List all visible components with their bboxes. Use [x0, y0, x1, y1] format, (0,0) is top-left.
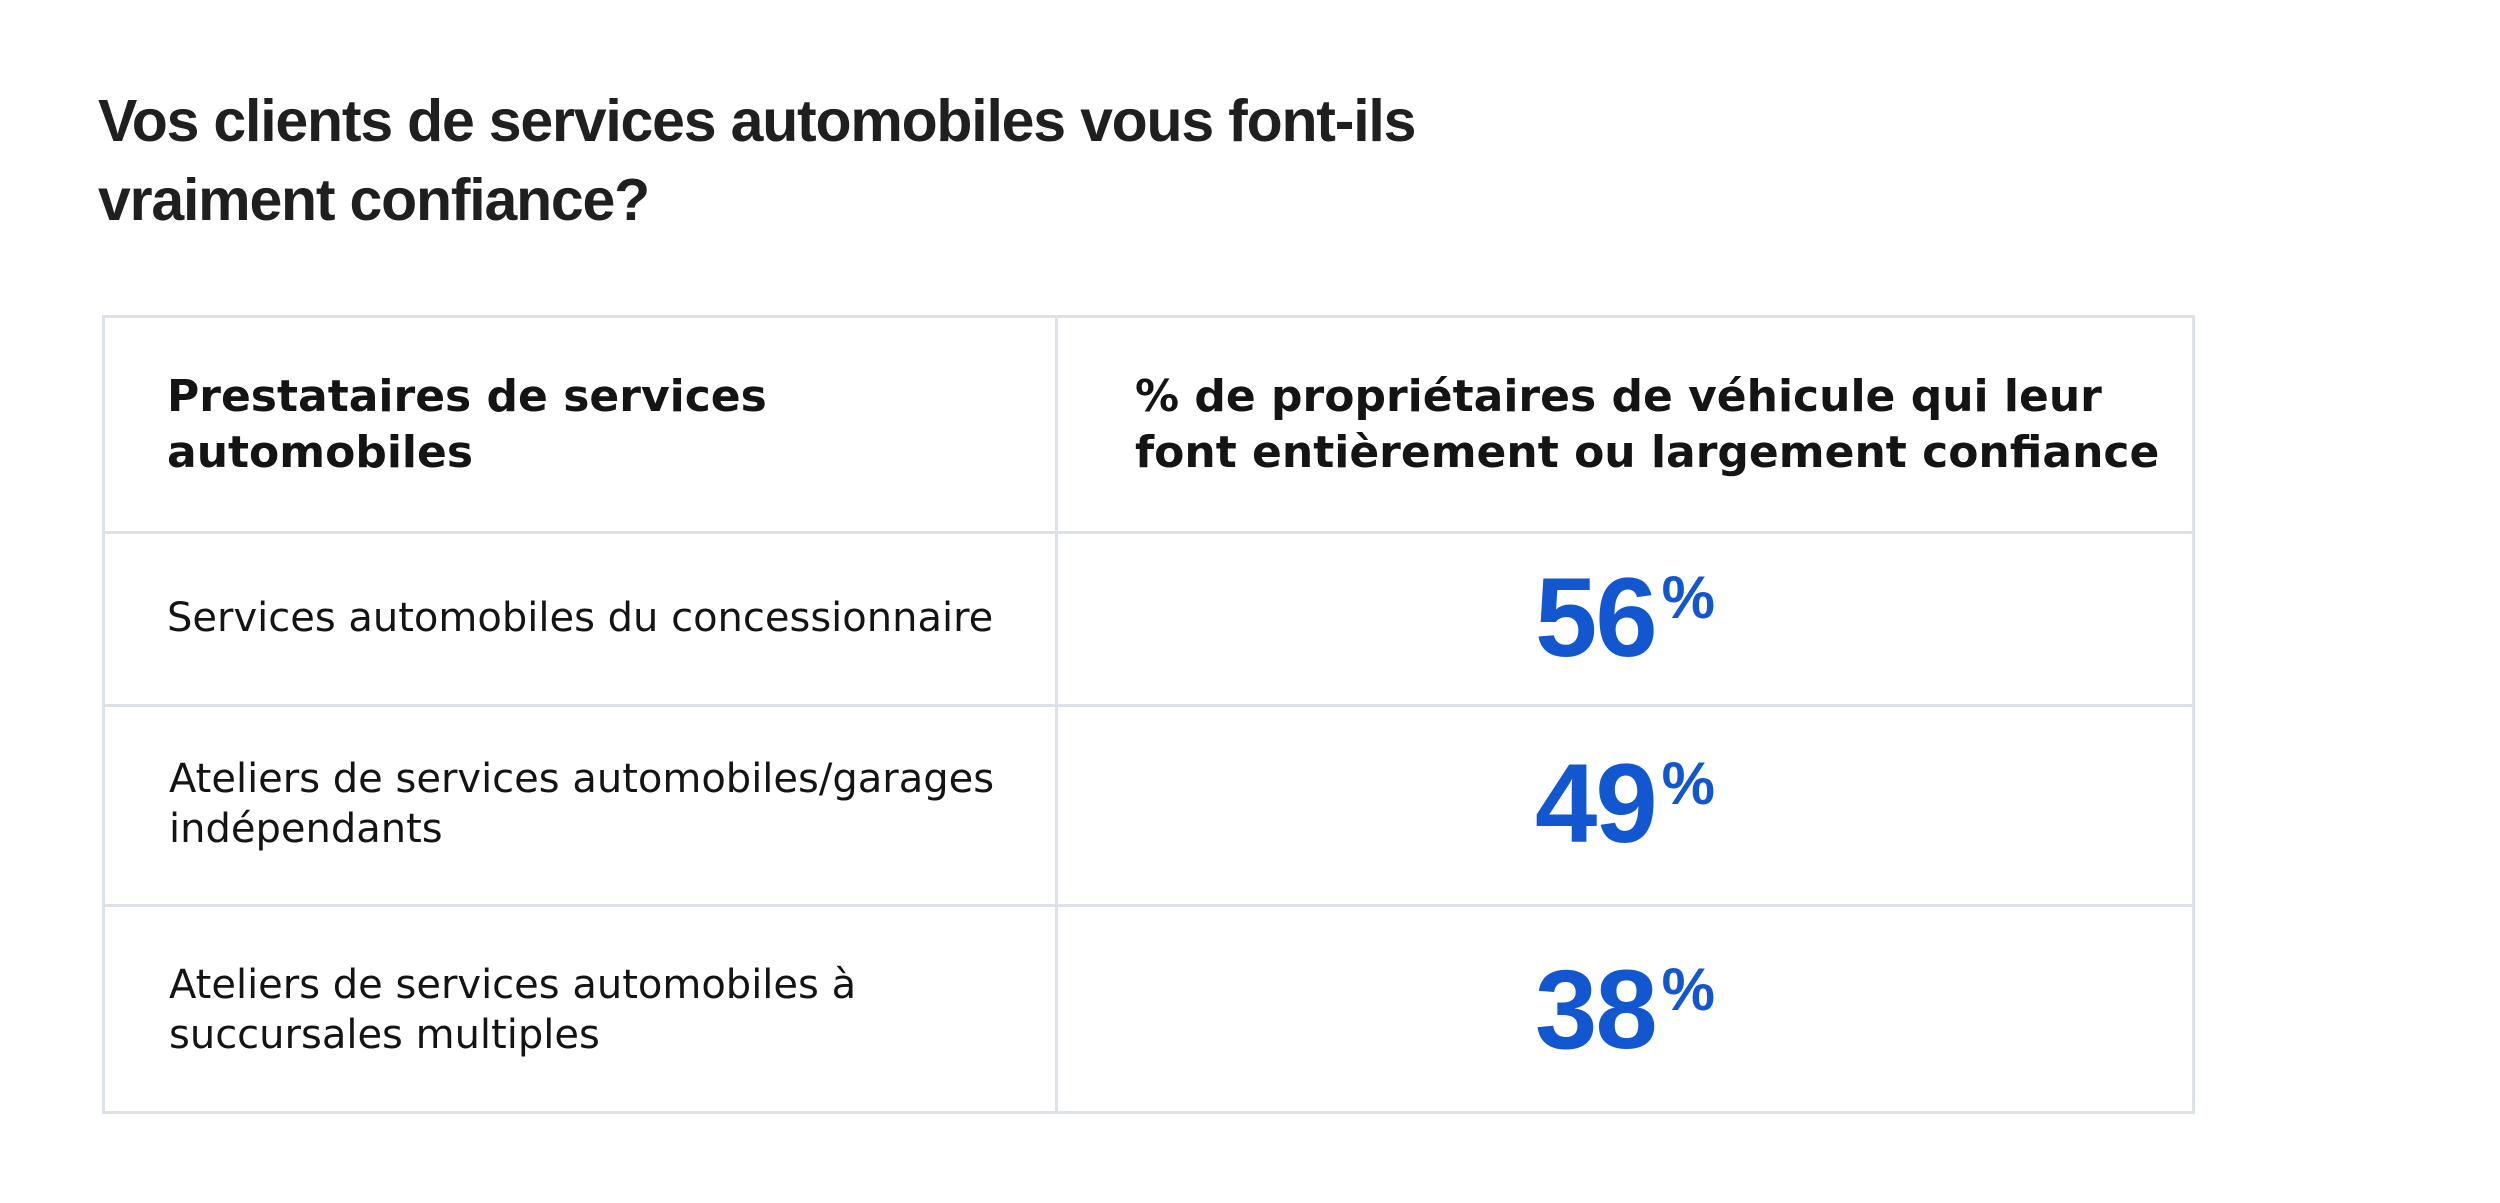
row-label-chain-line-2: succursales multiples: [169, 1011, 600, 1058]
row-divider-1: [105, 704, 2192, 707]
row-label-independent-line-1: Ateliers de services automobiles/garages: [169, 756, 995, 802]
value-unit-chain: %: [1661, 955, 1715, 1023]
header-cell-provider: Prestataires de services automobiles: [167, 318, 1037, 531]
value-number-dealer: 56: [1535, 554, 1658, 680]
row-value-dealer: 56 %: [1058, 531, 2192, 704]
row-value-independent: 49 %: [1058, 704, 2192, 904]
header-row-divider: [105, 531, 2192, 534]
chart-title: Vos clients de services automobiles vous…: [98, 82, 1798, 240]
row-label-independent: Ateliers de services automobiles/garages…: [169, 704, 1049, 904]
chart-title-line-2: vraiment confiance?: [98, 167, 650, 233]
row-value-chain: 38 %: [1058, 907, 2192, 1112]
header-cell-percentage: % de propriétaires de véhicule qui leur …: [1135, 318, 2185, 531]
row-divider-2: [105, 904, 2192, 907]
column-divider: [1055, 318, 1058, 1111]
row-label-chain: Ateliers de services automobiles à succu…: [169, 907, 1049, 1112]
value-number-chain: 38: [1535, 946, 1658, 1072]
header-percentage-line-2: font entièrement ou largement confiance: [1135, 426, 2160, 478]
value-unit-independent: %: [1661, 750, 1715, 817]
value-unit-dealer: %: [1661, 563, 1715, 631]
row-label-dealer-line-1: Services automobiles du concessionnaire: [167, 594, 994, 641]
header-percentage-line-1: % de propriétaires de véhicule qui leur: [1135, 370, 2102, 422]
chart-title-line-1: Vos clients de services automobiles vous…: [98, 88, 1416, 154]
row-label-independent-line-2: indépendants: [169, 806, 443, 852]
header-provider-line-1: Prestataires de services: [167, 370, 767, 422]
row-label-chain-line-1: Ateliers de services automobiles à: [169, 961, 857, 1008]
trust-table: Prestataires de services automobiles % d…: [102, 315, 2195, 1114]
row-label-dealer: Services automobiles du concessionnaire: [167, 531, 1047, 704]
header-provider-line-2: automobiles: [167, 426, 474, 478]
value-number-independent: 49: [1535, 741, 1658, 866]
